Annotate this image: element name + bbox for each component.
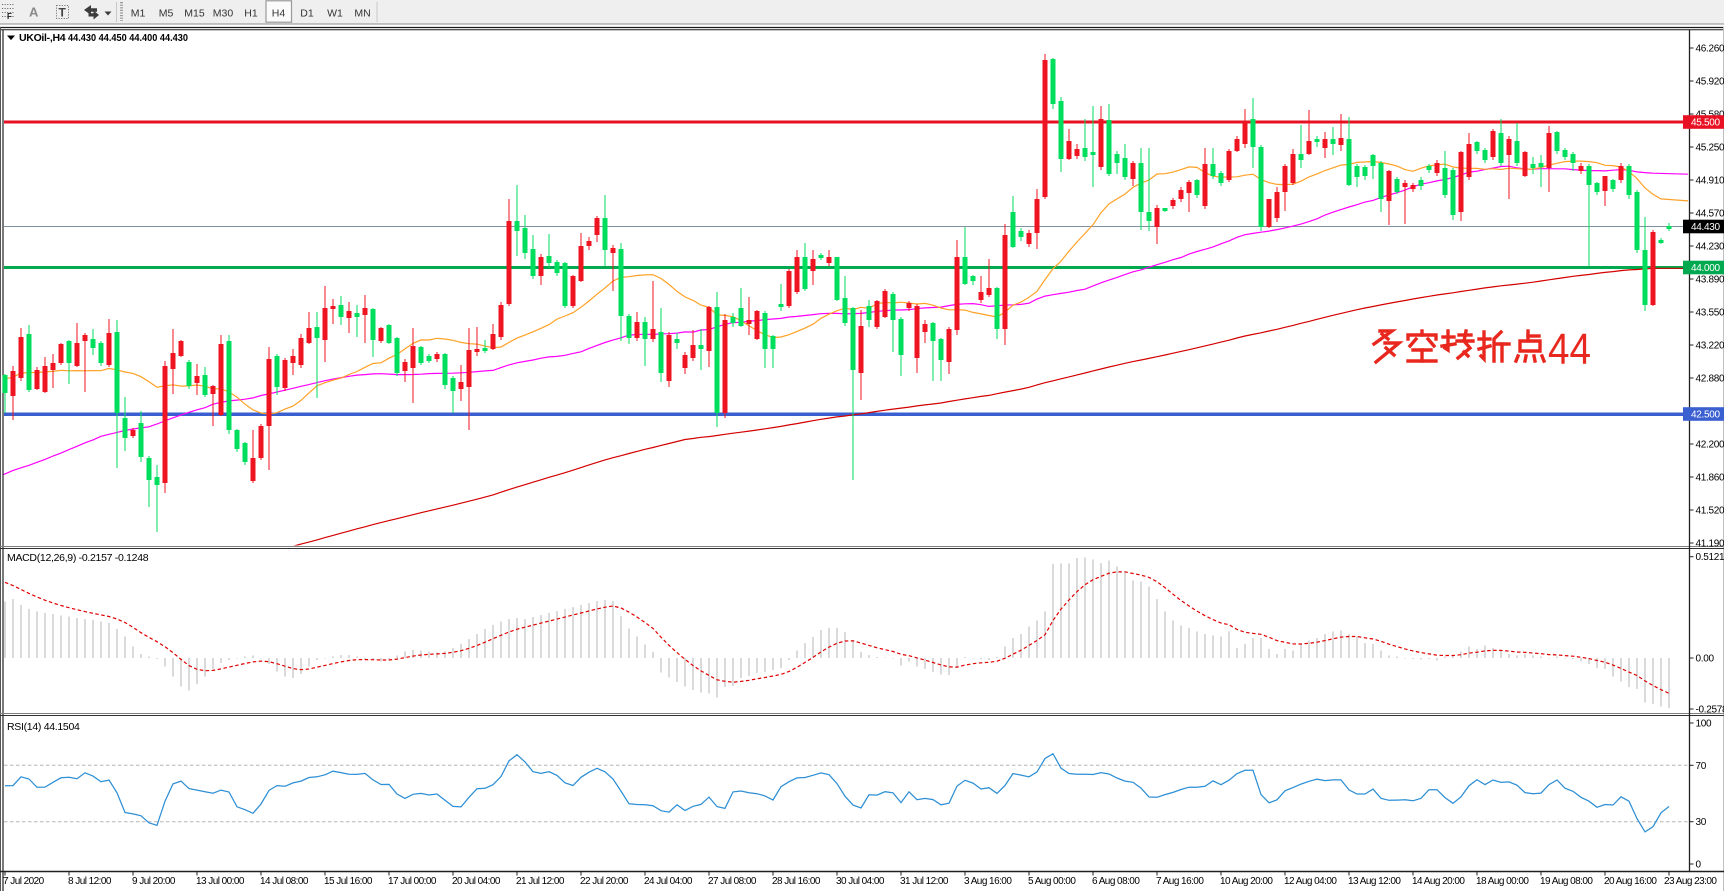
svg-text:F: F (7, 12, 12, 21)
svg-text:24 Jul 04:00: 24 Jul 04:00 (644, 876, 693, 887)
svg-text:43.550: 43.550 (1696, 308, 1724, 319)
svg-text:-0.2578: -0.2578 (1696, 705, 1724, 716)
svg-text:45.920: 45.920 (1696, 77, 1724, 88)
svg-text:44.230: 44.230 (1696, 242, 1724, 253)
svg-text:9 Jul 20:00: 9 Jul 20:00 (132, 876, 176, 887)
svg-text:MN: MN (354, 8, 370, 20)
svg-text:30 Jul 04:00: 30 Jul 04:00 (836, 876, 885, 887)
svg-text:41.190: 41.190 (1696, 539, 1724, 550)
svg-text:T: T (59, 6, 67, 20)
svg-text:15 Jul 16:00: 15 Jul 16:00 (324, 876, 373, 887)
svg-text:12 Aug 04:00: 12 Aug 04:00 (1284, 876, 1337, 887)
svg-text:RSI(14) 44.1504: RSI(14) 44.1504 (7, 721, 80, 733)
svg-text:13 Jul 00:00: 13 Jul 00:00 (196, 876, 245, 887)
svg-text:7 Jul 2020: 7 Jul 2020 (3, 876, 45, 887)
svg-text:44.910: 44.910 (1696, 176, 1724, 187)
svg-text:W1: W1 (327, 8, 343, 20)
svg-text:42.500: 42.500 (1691, 410, 1721, 421)
svg-text:41.520: 41.520 (1696, 506, 1724, 517)
svg-text:44.430: 44.430 (1691, 222, 1721, 233)
svg-text:H1: H1 (244, 8, 258, 20)
svg-text:17 Jul 00:00: 17 Jul 00:00 (388, 876, 437, 887)
svg-text:5 Aug 00:00: 5 Aug 00:00 (1028, 876, 1076, 887)
svg-text:22 Jul 20:00: 22 Jul 20:00 (580, 876, 629, 887)
svg-text:42.880: 42.880 (1696, 374, 1724, 385)
svg-text:UKOil-,H4: UKOil-,H4 (19, 32, 66, 44)
svg-text:30: 30 (1696, 817, 1707, 828)
svg-text:M5: M5 (159, 8, 174, 20)
svg-text:45.580: 45.580 (1696, 110, 1724, 121)
svg-text:100: 100 (1696, 719, 1713, 730)
svg-text:27 Jul 08:00: 27 Jul 08:00 (708, 876, 757, 887)
svg-text:21 Jul 12:00: 21 Jul 12:00 (516, 876, 565, 887)
svg-text:20 Aug 16:00: 20 Aug 16:00 (1604, 876, 1657, 887)
svg-text:13 Aug 12:00: 13 Aug 12:00 (1348, 876, 1401, 887)
svg-text:M30: M30 (213, 8, 234, 20)
svg-text:0: 0 (1696, 860, 1702, 871)
svg-text:43.220: 43.220 (1696, 341, 1724, 352)
svg-text:6 Aug 08:00: 6 Aug 08:00 (1092, 876, 1140, 887)
svg-text:43.890: 43.890 (1696, 275, 1724, 286)
svg-text:44.430 44.450 44.400 44.430: 44.430 44.450 44.400 44.430 (68, 32, 188, 44)
svg-text:19 Aug 08:00: 19 Aug 08:00 (1540, 876, 1593, 887)
svg-text:8 Jul 12:00: 8 Jul 12:00 (68, 876, 112, 887)
svg-text:A: A (29, 5, 39, 20)
svg-text:45.500: 45.500 (1691, 118, 1721, 129)
svg-text:44.000: 44.000 (1691, 263, 1721, 274)
svg-text:20 Jul 04:00: 20 Jul 04:00 (452, 876, 501, 887)
svg-text:7 Aug 16:00: 7 Aug 16:00 (1156, 876, 1204, 887)
svg-text:31 Jul 12:00: 31 Jul 12:00 (900, 876, 949, 887)
svg-text:3 Aug 16:00: 3 Aug 16:00 (964, 876, 1012, 887)
svg-text:M15: M15 (184, 8, 205, 20)
svg-text:D1: D1 (300, 8, 314, 20)
svg-text:14 Jul 08:00: 14 Jul 08:00 (260, 876, 309, 887)
svg-text:14 Aug 20:00: 14 Aug 20:00 (1412, 876, 1465, 887)
svg-text:28 Jul 16:00: 28 Jul 16:00 (772, 876, 821, 887)
svg-text:42.200: 42.200 (1696, 440, 1724, 451)
svg-text:0.5121: 0.5121 (1696, 552, 1724, 563)
svg-text:46.260: 46.260 (1696, 44, 1724, 55)
svg-text:10 Aug 20:00: 10 Aug 20:00 (1220, 876, 1273, 887)
svg-text:H4: H4 (272, 8, 286, 20)
svg-text:41.860: 41.860 (1696, 473, 1724, 484)
svg-text:44.570: 44.570 (1696, 209, 1724, 220)
svg-text:0.00: 0.00 (1696, 654, 1715, 665)
svg-text:70: 70 (1696, 761, 1707, 772)
svg-text:44: 44 (1548, 325, 1591, 374)
svg-text:M1: M1 (131, 8, 146, 20)
svg-text:MACD(12,26,9) -0.2157 -0.1248: MACD(12,26,9) -0.2157 -0.1248 (7, 552, 149, 564)
svg-text:18 Aug 00:00: 18 Aug 00:00 (1476, 876, 1529, 887)
svg-text:45.250: 45.250 (1696, 143, 1724, 154)
svg-text:23 Aug 23:00: 23 Aug 23:00 (1664, 876, 1717, 887)
